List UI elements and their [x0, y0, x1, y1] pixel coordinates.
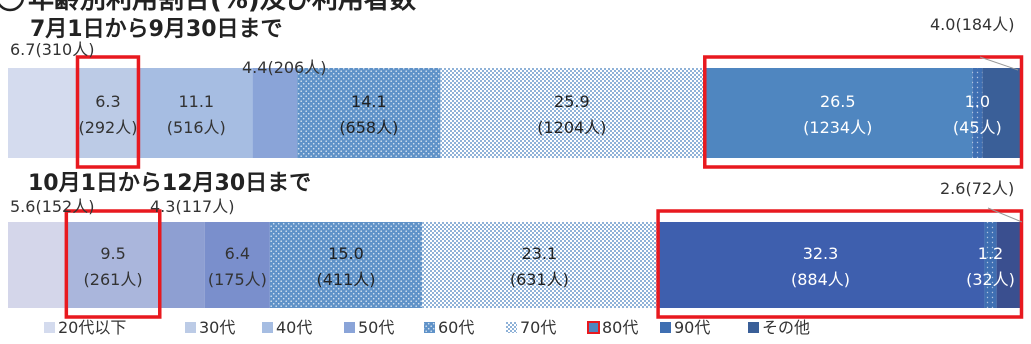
value-label-60代: 15.0: [328, 244, 364, 263]
bar-segment-50代: [204, 222, 270, 308]
outside-label-その他: 4.0(184人): [930, 15, 1014, 34]
chart1-title: 7月1日から9月30日まで: [30, 17, 283, 42]
value-label-80代: 32.3: [803, 244, 839, 263]
highlight-box-30代: [75, 55, 141, 169]
legend-swatch-90代: [660, 322, 671, 333]
value-label-80代: 26.5: [820, 92, 856, 111]
bar-segment-50代: [252, 68, 298, 158]
bar-segment-その他: [982, 68, 1023, 158]
count-label-50代: (175人): [208, 270, 267, 289]
bar-segment-80代: [703, 68, 973, 158]
outside-label-20代以下: 5.6(152人): [10, 197, 94, 216]
value-label-70代: 25.9: [554, 92, 590, 111]
chart1-bars: 6.7(310人) 6.3 (292人) 11.1 (516人) 4.4(206人) 14.…: [8, 15, 1024, 169]
count-label-70代: (631人): [510, 270, 569, 289]
bar-segment-30代: [76, 68, 140, 158]
outside-label-その他: 2.6(72人): [940, 179, 1014, 198]
value-label-90代: 1.0: [965, 92, 990, 111]
bar-segment-40代: [161, 222, 205, 308]
legend-label-30代: 30代: [199, 318, 235, 337]
count-label-80代: (1234人): [803, 118, 872, 137]
header-circle-icon: [0, 0, 24, 12]
value-label-90代: 1.2: [978, 244, 1003, 263]
legend-swatch-70代: [506, 322, 517, 333]
count-label-30代: (261人): [84, 270, 143, 289]
count-label-80代: (884人): [791, 270, 850, 289]
outside-label-20代以下: 6.7(310人): [10, 40, 94, 59]
bar-segment-70代: [440, 68, 704, 158]
value-label-30代: 6.3: [95, 92, 120, 111]
bar-segment-70代: [422, 222, 657, 308]
legend-label-60代: 60代: [438, 318, 474, 337]
highlight-box-80代: [703, 55, 1024, 169]
legend-swatch-40代: [262, 322, 273, 333]
value-label-60代: 14.1: [351, 92, 387, 111]
count-label-40代: (516人): [167, 118, 226, 137]
bar-segment-20代以下: [8, 222, 65, 308]
leader-line: [979, 56, 1019, 71]
bar-segment-60代: [297, 68, 441, 158]
legend-swatch-その他: [748, 322, 759, 333]
legend: 20代以下 30代 40代 50代 60代 70代 80代 90代 その他: [44, 318, 810, 337]
bar-segment-80代: [656, 222, 985, 308]
count-label-60代: (411人): [316, 270, 375, 289]
count-label-90代: (32人): [966, 270, 1015, 289]
legend-label-70代: 70代: [520, 318, 556, 337]
count-label-30代: (292人): [78, 118, 137, 137]
legend-swatch-30代: [185, 322, 196, 333]
count-label-70代: (1204人): [537, 118, 606, 137]
bar-segment-20代以下: [8, 68, 77, 158]
legend-swatch-50代: [344, 322, 355, 333]
legend-label-20代以下: 20代以下: [58, 318, 126, 337]
page-title: 年齢別利用割合(%)及び利用者数: [28, 0, 417, 15]
highlight-box-30代: [64, 209, 162, 319]
bar-segment-30代: [64, 222, 162, 308]
legend-label-50代: 50代: [358, 318, 394, 337]
legend-label-40代: 40代: [276, 318, 312, 337]
count-label-90代: (45人): [953, 118, 1002, 137]
chart2-title: 10月1日から12月30日まで: [28, 171, 311, 196]
leader-line: [987, 207, 1023, 223]
value-label-30代: 9.5: [100, 244, 125, 263]
count-label-60代: (658人): [339, 118, 398, 137]
value-label-50代: 6.4: [225, 244, 250, 263]
bar-segment-40代: [139, 68, 253, 158]
chart2-bars: 5.6(152人) 9.5 (261人) 4.3(117人) 6.4 (175人) 15.0…: [8, 179, 1024, 319]
legend-swatch-60代: [424, 322, 435, 333]
bar-segment-その他: [996, 222, 1023, 308]
value-label-70代: 23.1: [522, 244, 558, 263]
legend-label-90代: 90代: [674, 318, 710, 337]
outside-label-40代: 4.3(117人): [150, 197, 234, 216]
legend-label-その他: その他: [762, 318, 810, 337]
legend-swatch-20代以下: [44, 322, 55, 333]
legend-swatch-80代: [587, 321, 600, 334]
outside-label-50代: 4.4(206人): [242, 58, 326, 77]
bar-segment-60代: [269, 222, 423, 308]
value-label-40代: 11.1: [178, 92, 214, 111]
bar-segment-90代: [984, 222, 997, 308]
legend-label-80代: 80代: [602, 318, 638, 337]
highlight-box-80代: [656, 209, 1024, 319]
bar-segment-90代: [972, 68, 983, 158]
